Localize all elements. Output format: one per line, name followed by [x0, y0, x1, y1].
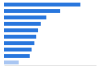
bar [4, 61, 19, 65]
bar [4, 48, 32, 52]
bar [4, 41, 34, 45]
bar [4, 28, 38, 32]
bar [4, 35, 36, 39]
bars [4, 3, 80, 65]
bar [4, 9, 60, 13]
bar [4, 22, 41, 26]
axis-line [5, 65, 97, 66]
bar [4, 16, 46, 20]
chart [0, 0, 100, 71]
bar [4, 54, 30, 58]
x-axis [5, 65, 97, 66]
bar [4, 3, 80, 7]
